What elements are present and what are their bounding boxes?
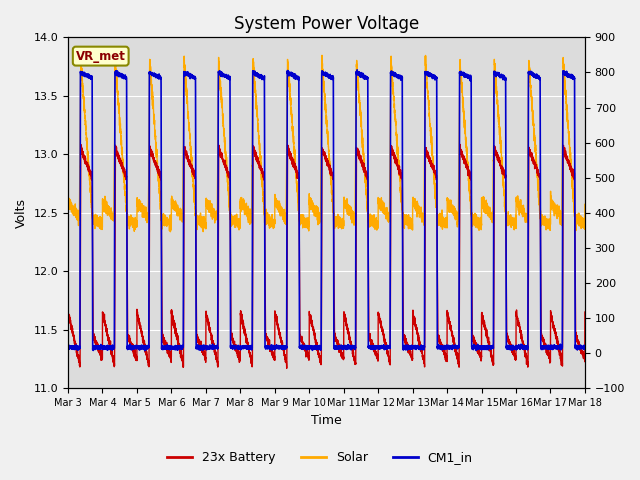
Title: System Power Voltage: System Power Voltage bbox=[234, 15, 419, 33]
Text: VR_met: VR_met bbox=[76, 49, 125, 62]
Y-axis label: Volts: Volts bbox=[15, 198, 28, 228]
Legend: 23x Battery, Solar, CM1_in: 23x Battery, Solar, CM1_in bbox=[163, 446, 477, 469]
X-axis label: Time: Time bbox=[311, 414, 342, 427]
